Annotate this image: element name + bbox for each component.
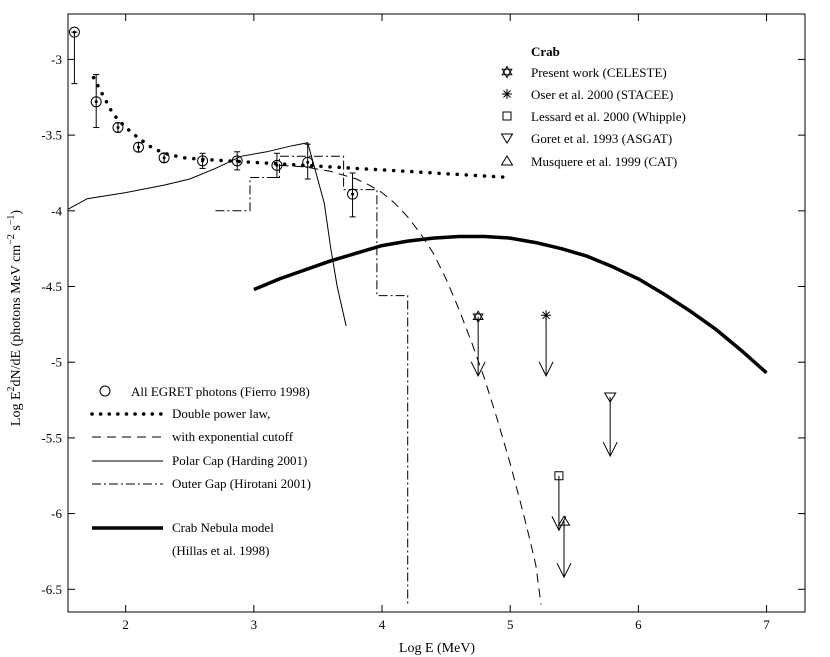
egret-point (90, 96, 102, 108)
y-tick-label: -4 (51, 203, 62, 218)
plot-frame (67, 13, 806, 613)
egret-point-dot (306, 160, 310, 164)
star-marker-down (472, 313, 484, 324)
y-tick-label: -6.5 (41, 582, 62, 597)
legend-nebula-1: Crab Nebula model (172, 520, 274, 535)
egret-point (197, 155, 209, 167)
crab-legend-symbols (500, 65, 514, 166)
egret-point-dot (351, 192, 355, 196)
egret-point-dot (275, 163, 279, 167)
legend-outer-gap: Outer Gap (Hirotani 2001) (172, 476, 311, 491)
upper-limit-marker (541, 310, 552, 321)
upper-limit-marker (557, 515, 571, 526)
egret-point (347, 188, 359, 200)
upper-limit-marker (554, 471, 564, 481)
egret-point (68, 26, 80, 38)
triangle-up-marker (500, 155, 514, 166)
legend-celeste: Present work (CELESTE) (531, 65, 667, 80)
y-tick-label: -4.5 (41, 279, 62, 294)
crab-legend-symbol (500, 155, 514, 166)
crab-legend-title: Crab (531, 44, 560, 59)
legend-egret-symbol (99, 385, 111, 397)
x-tick-label: 3 (251, 617, 258, 632)
x-tick-label: 4 (379, 617, 386, 632)
legend-nebula-2: (Hillas et al. 1998) (172, 543, 269, 558)
crab-legend-symbol (502, 111, 512, 121)
x-tick-label: 7 (763, 617, 770, 632)
upper-limit-arrow-head (538, 361, 554, 377)
triangle-up-marker (557, 515, 571, 526)
upper-limit-arrow-head (470, 361, 486, 377)
egret-point-dot (201, 159, 205, 163)
y-axis-label: Log E2dN/dE (photons MeV cm−2 s−1) (6, 210, 24, 427)
y-tick-label: -3.5 (41, 128, 62, 143)
egret-point-dot (235, 159, 239, 163)
y-tick-label: -6 (51, 506, 62, 521)
x-tick-label: 5 (507, 617, 514, 632)
asterisk-stroke (503, 90, 511, 98)
egret-point-dot (116, 126, 120, 130)
x-tick-label: 2 (122, 617, 129, 632)
egret-point-dot (136, 145, 140, 149)
egret-point-dot (94, 100, 98, 104)
egret-points (68, 26, 359, 218)
egret-point (271, 159, 283, 171)
star-marker-up (501, 65, 513, 76)
legend-exp-cutoff: with exponential cutoff (172, 429, 294, 444)
legend-whipple: Lessard et al. 2000 (Whipple) (531, 109, 686, 124)
egret-point-dot (162, 156, 166, 160)
legend-egret: All EGRET photons (Fierro 1998) (131, 384, 310, 399)
legend-cat: Musquere et al. 1999 (CAT) (531, 154, 677, 169)
upper-limit-arrow-head (551, 516, 567, 532)
y-tick-label: -5.5 (41, 430, 62, 445)
egret-point (132, 141, 144, 153)
crab-nebula-curve (253, 234, 768, 375)
upper-limit-arrow-head (602, 441, 618, 458)
model-curves (67, 75, 768, 605)
polar-cap-curve (67, 142, 347, 327)
egret-point-dot (72, 30, 76, 34)
asterisk-stroke (542, 311, 550, 320)
model-legend: All EGRET photons (Fierro 1998) Double p… (90, 384, 311, 558)
egret-point (158, 152, 170, 164)
egret-point (302, 156, 314, 168)
triangle-down-marker (500, 133, 514, 144)
square-marker (554, 471, 564, 481)
legend-stacee: Oser et al. 2000 (STACEE) (531, 87, 673, 102)
upper-limit-marker (472, 310, 484, 324)
crab-legend-symbol (501, 65, 513, 79)
star-marker-down (501, 68, 513, 79)
upper-limit-arrow-head (556, 562, 572, 579)
crab-legend: Crab Present work (CELESTE) Oser et al. … (500, 44, 686, 169)
upper-limits (470, 310, 618, 579)
crab-legend-symbol (500, 133, 514, 144)
legend-double-power-law: Double power law, (172, 406, 270, 421)
exponential-cutoff-curve (279, 164, 542, 605)
y-tick-label: -3 (51, 52, 62, 67)
legend-asgat: Goret et al. 1993 (ASGAT) (531, 131, 672, 146)
egret-point (112, 122, 124, 134)
double-power-law-curve (91, 75, 512, 180)
egret-point (231, 155, 243, 167)
x-axis-label: Log E (MeV) (399, 641, 476, 656)
y-tick-label: -5 (51, 355, 62, 370)
upper-limit-marker (603, 392, 617, 403)
crab-legend-symbol (502, 89, 512, 99)
triangle-down-marker (603, 392, 617, 403)
outer-gap-curve (215, 155, 409, 605)
legend-polar-cap: Polar Cap (Harding 2001) (172, 453, 307, 468)
axis-ticks: 2 3 4 5 6 7 -3 -3.5 -4 -4.5 -5 -5.5 -6 -6.5 (41, 14, 805, 632)
star-marker-up (472, 310, 484, 320)
square-marker (502, 111, 512, 121)
x-tick-label: 6 (635, 617, 642, 632)
